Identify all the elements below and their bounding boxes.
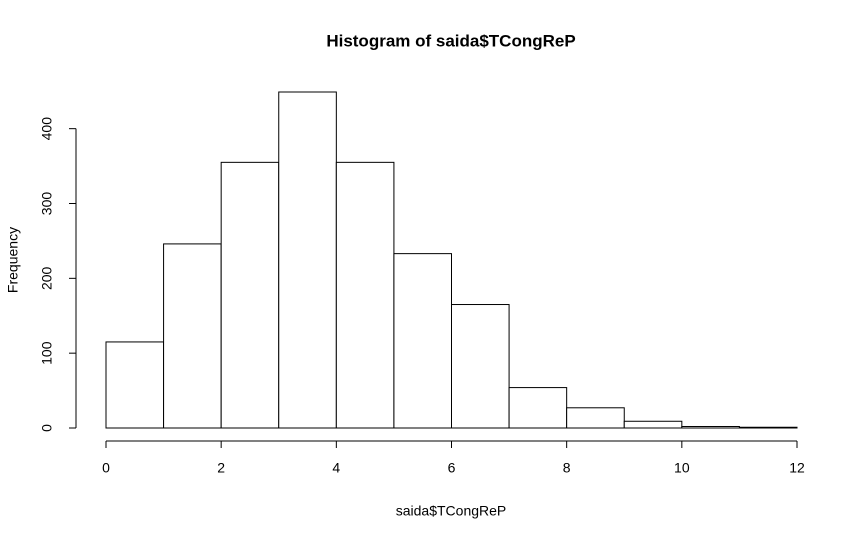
y-tick-label: 100 xyxy=(39,341,55,365)
bar xyxy=(393,253,452,429)
y-tick-label: 400 xyxy=(39,117,55,141)
x-tick-label: 6 xyxy=(448,460,456,476)
bar xyxy=(451,304,510,429)
x-tick-label: 10 xyxy=(674,460,690,476)
x-tick-label: 0 xyxy=(102,460,110,476)
x-tick-label: 4 xyxy=(332,460,340,476)
bar xyxy=(566,407,625,429)
x-tick-label: 12 xyxy=(789,460,805,476)
bar xyxy=(220,161,280,429)
x-tick-label: 2 xyxy=(217,460,225,476)
bar xyxy=(508,387,568,429)
chart-title: Histogram of saida$TCongReP xyxy=(326,31,575,50)
y-axis-label: Frequency xyxy=(5,227,21,293)
y-tick-label: 200 xyxy=(39,266,55,290)
bar xyxy=(105,341,165,429)
y-tick-label: 300 xyxy=(39,192,55,216)
bar xyxy=(278,91,337,429)
bar xyxy=(623,420,683,429)
x-tick-label: 8 xyxy=(563,460,571,476)
bar xyxy=(738,426,798,429)
bar xyxy=(681,426,740,429)
x-axis-label: saida$TCongReP xyxy=(396,503,507,519)
bar xyxy=(335,161,395,429)
y-tick-label: 0 xyxy=(39,424,55,432)
bar xyxy=(163,243,222,429)
